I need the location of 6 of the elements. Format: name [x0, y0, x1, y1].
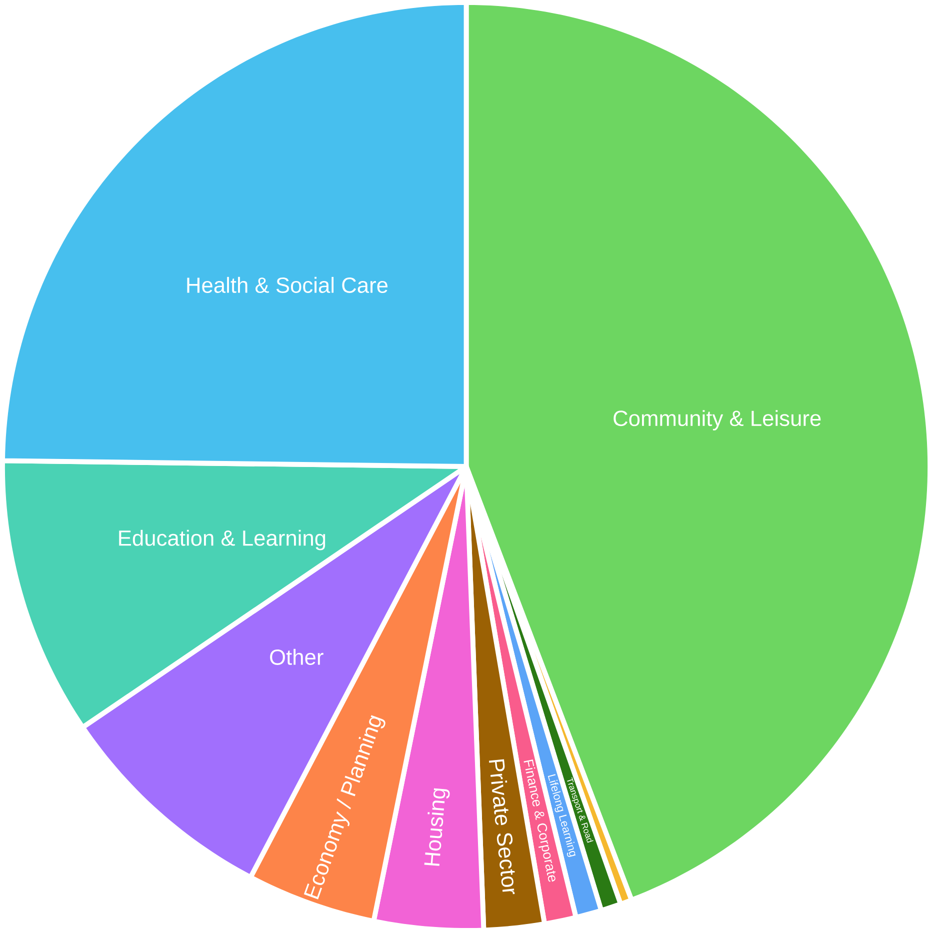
slice-label: Other: [270, 648, 324, 665]
slice-label: Community & Leisure: [614, 410, 821, 430]
slice-label: Health & Social Care: [187, 276, 388, 293]
slice-label: Private Sector: [489, 759, 516, 894]
slice-label: Housing: [424, 788, 450, 866]
slice-label: Education & Learning: [119, 530, 326, 550]
